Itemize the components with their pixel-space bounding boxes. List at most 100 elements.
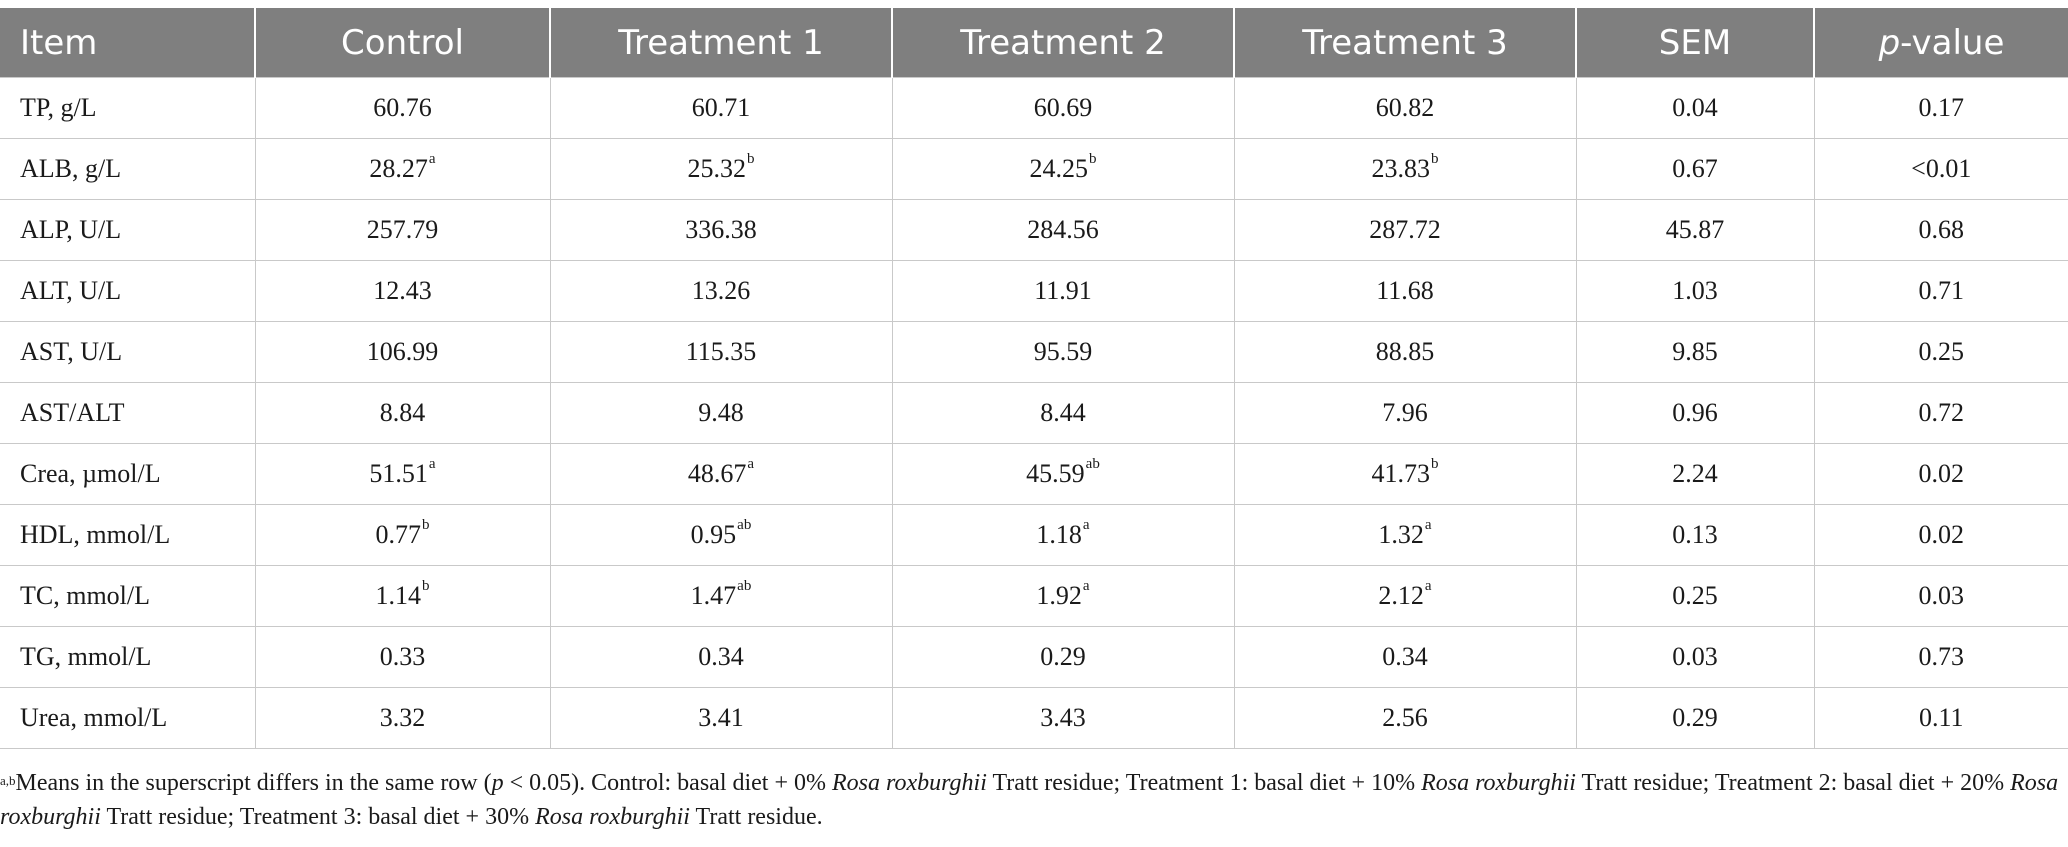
footnote-species-3: Rosa roxburghii [0,770,2059,830]
cell-treatment-2-value: 8.44 [1040,398,1086,427]
cell-control: 106.99 [254,321,551,383]
cell-treatment-1-value: 0.34 [698,642,744,671]
cell-item: TP, g/L [0,77,256,139]
cell-treatment-3-value: 41.73 [1371,459,1431,488]
header-row: Item Control Treatment 1 Treatment 2 Tre… [0,8,2068,78]
cell-sem-value: 0.13 [1672,520,1718,549]
cell-sem-value: 0.25 [1672,581,1718,610]
cell-item: TG, mmol/L [0,626,256,688]
cell-treatment-3: 1.32a [1233,504,1577,566]
cell-treatment-2: 45.59ab [891,443,1235,505]
significance-superscript: ab [1085,456,1100,472]
cell-treatment-3: 11.68 [1233,260,1577,322]
significance-superscript: a [428,456,436,472]
cell-item-value: AST/ALT [20,398,125,427]
header-control: Control [254,8,550,78]
cell-treatment-3: 7.96 [1233,382,1577,444]
cell-treatment-2-value: 60.69 [1033,93,1093,122]
cell-treatment-1: 60.71 [549,77,893,139]
cell-control-value: 28.27 [369,154,428,183]
cell-treatment-1-value: 48.67 [687,459,747,488]
cell-treatment-1: 25.32b [549,138,893,200]
cell-p-value-value: 0.25 [1918,337,1965,366]
cell-control: 60.76 [254,77,551,139]
significance-superscript: a [1424,578,1432,594]
cell-p-value-value: 0.02 [1918,520,1965,549]
header-p-symbol: p [1878,22,1901,63]
header-p-suffix: -value [1900,22,2005,63]
table-footnote: a,bMeans in the superscript differs in t… [0,766,2060,834]
cell-control: 51.51a [254,443,551,505]
cell-item-value: Crea, µmol/L [20,459,161,488]
cell-treatment-2: 11.91 [891,260,1235,322]
cell-sem: 0.04 [1575,77,1815,139]
cell-treatment-1: 1.47ab [549,565,893,627]
significance-superscript: b [422,517,430,533]
significance-superscript: a [747,456,755,472]
cell-sem: 0.96 [1575,382,1815,444]
table-row: TP, g/L 60.76 60.71 60.69 60.82 0.04 0.17 [0,77,2068,139]
cell-treatment-2: 3.43 [891,687,1235,749]
cell-control-value: 1.14 [375,581,422,610]
cell-treatment-2-value: 11.91 [1034,276,1092,305]
cell-treatment-3-value: 7.96 [1382,398,1428,427]
cell-sem: 0.03 [1575,626,1815,688]
table-row: ALT, U/L 12.43 13.26 11.91 11.68 1.03 0.71 [0,260,2068,322]
cell-p-value-value: 0.11 [1918,703,1964,732]
table-row: TG, mmol/L 0.33 0.34 0.29 0.34 0.03 0.73 [0,626,2068,688]
cell-sem-value: 1.03 [1672,276,1718,305]
cell-item-value: ALB, g/L [20,154,122,183]
cell-control-value: 0.33 [379,642,426,671]
cell-sem-value: 0.96 [1672,398,1718,427]
cell-item-value: TC, mmol/L [20,581,150,610]
cell-control-value: 257.79 [366,215,439,244]
cell-treatment-2: 60.69 [891,77,1235,139]
cell-sem-value: 2.24 [1672,459,1718,488]
cell-sem-value: 0.04 [1672,93,1718,122]
cell-treatment-3: 2.56 [1233,687,1577,749]
cell-treatment-2: 1.92a [891,565,1235,627]
cell-p-value-value: 0.03 [1918,581,1965,610]
cell-treatment-3-value: 287.72 [1369,215,1441,244]
header-item: Item [0,8,255,78]
cell-sem: 45.87 [1575,199,1815,261]
significance-superscript: b [1431,151,1439,167]
cell-treatment-1: 336.38 [549,199,893,261]
cell-sem: 2.24 [1575,443,1815,505]
cell-treatment-3-value: 88.85 [1375,337,1435,366]
significance-superscript: a [1082,578,1090,594]
cell-item: Urea, mmol/L [0,687,256,749]
cell-p-value: 0.02 [1813,443,2068,505]
cell-control: 28.27a [254,138,551,200]
cell-p-value: 0.17 [1813,77,2068,139]
cell-control: 3.32 [254,687,551,749]
cell-treatment-1-value: 0.95 [690,520,737,549]
cell-sem: 0.67 [1575,138,1815,200]
cell-item-value: TP, g/L [20,93,97,122]
cell-treatment-1-value: 60.71 [691,93,751,122]
footnote-superscript: a,b [0,773,16,788]
cell-control-value: 8.84 [379,398,426,427]
footnote-text-1: Means in the superscript differs in the … [15,770,492,796]
cell-treatment-3-value: 60.82 [1375,93,1435,122]
cell-treatment-2-value: 284.56 [1027,215,1099,244]
header-p-value-label: p-value [1879,23,2005,63]
cell-p-value: 0.03 [1813,565,2068,627]
cell-p-value: 0.73 [1813,626,2068,688]
cell-treatment-3-value: 0.34 [1382,642,1428,671]
cell-treatment-2-value: 95.59 [1033,337,1093,366]
cell-treatment-1-value: 13.26 [691,276,751,305]
footnote-text-4: Tratt residue; Treatment 2: basal diet +… [1575,770,2011,796]
table-row: TC, mmol/L 1.14b 1.47ab 1.92a 2.12a 0.25 0.03 [0,565,2068,627]
footnote-species-1: Rosa roxburghii [832,770,987,796]
footnote-text-3: Tratt residue; Treatment 1: basal diet +… [986,770,1422,796]
cell-treatment-3: 0.34 [1233,626,1577,688]
cell-sem-value: 0.03 [1672,642,1718,671]
significance-superscript: a [1082,517,1090,533]
cell-sem: 1.03 [1575,260,1815,322]
cell-treatment-1: 9.48 [549,382,893,444]
cell-treatment-2: 1.18a [891,504,1235,566]
cell-p-value: 0.72 [1813,382,2068,444]
table-row: ALP, U/L 257.79 336.38 284.56 287.72 45.87 0.6… [0,199,2068,261]
